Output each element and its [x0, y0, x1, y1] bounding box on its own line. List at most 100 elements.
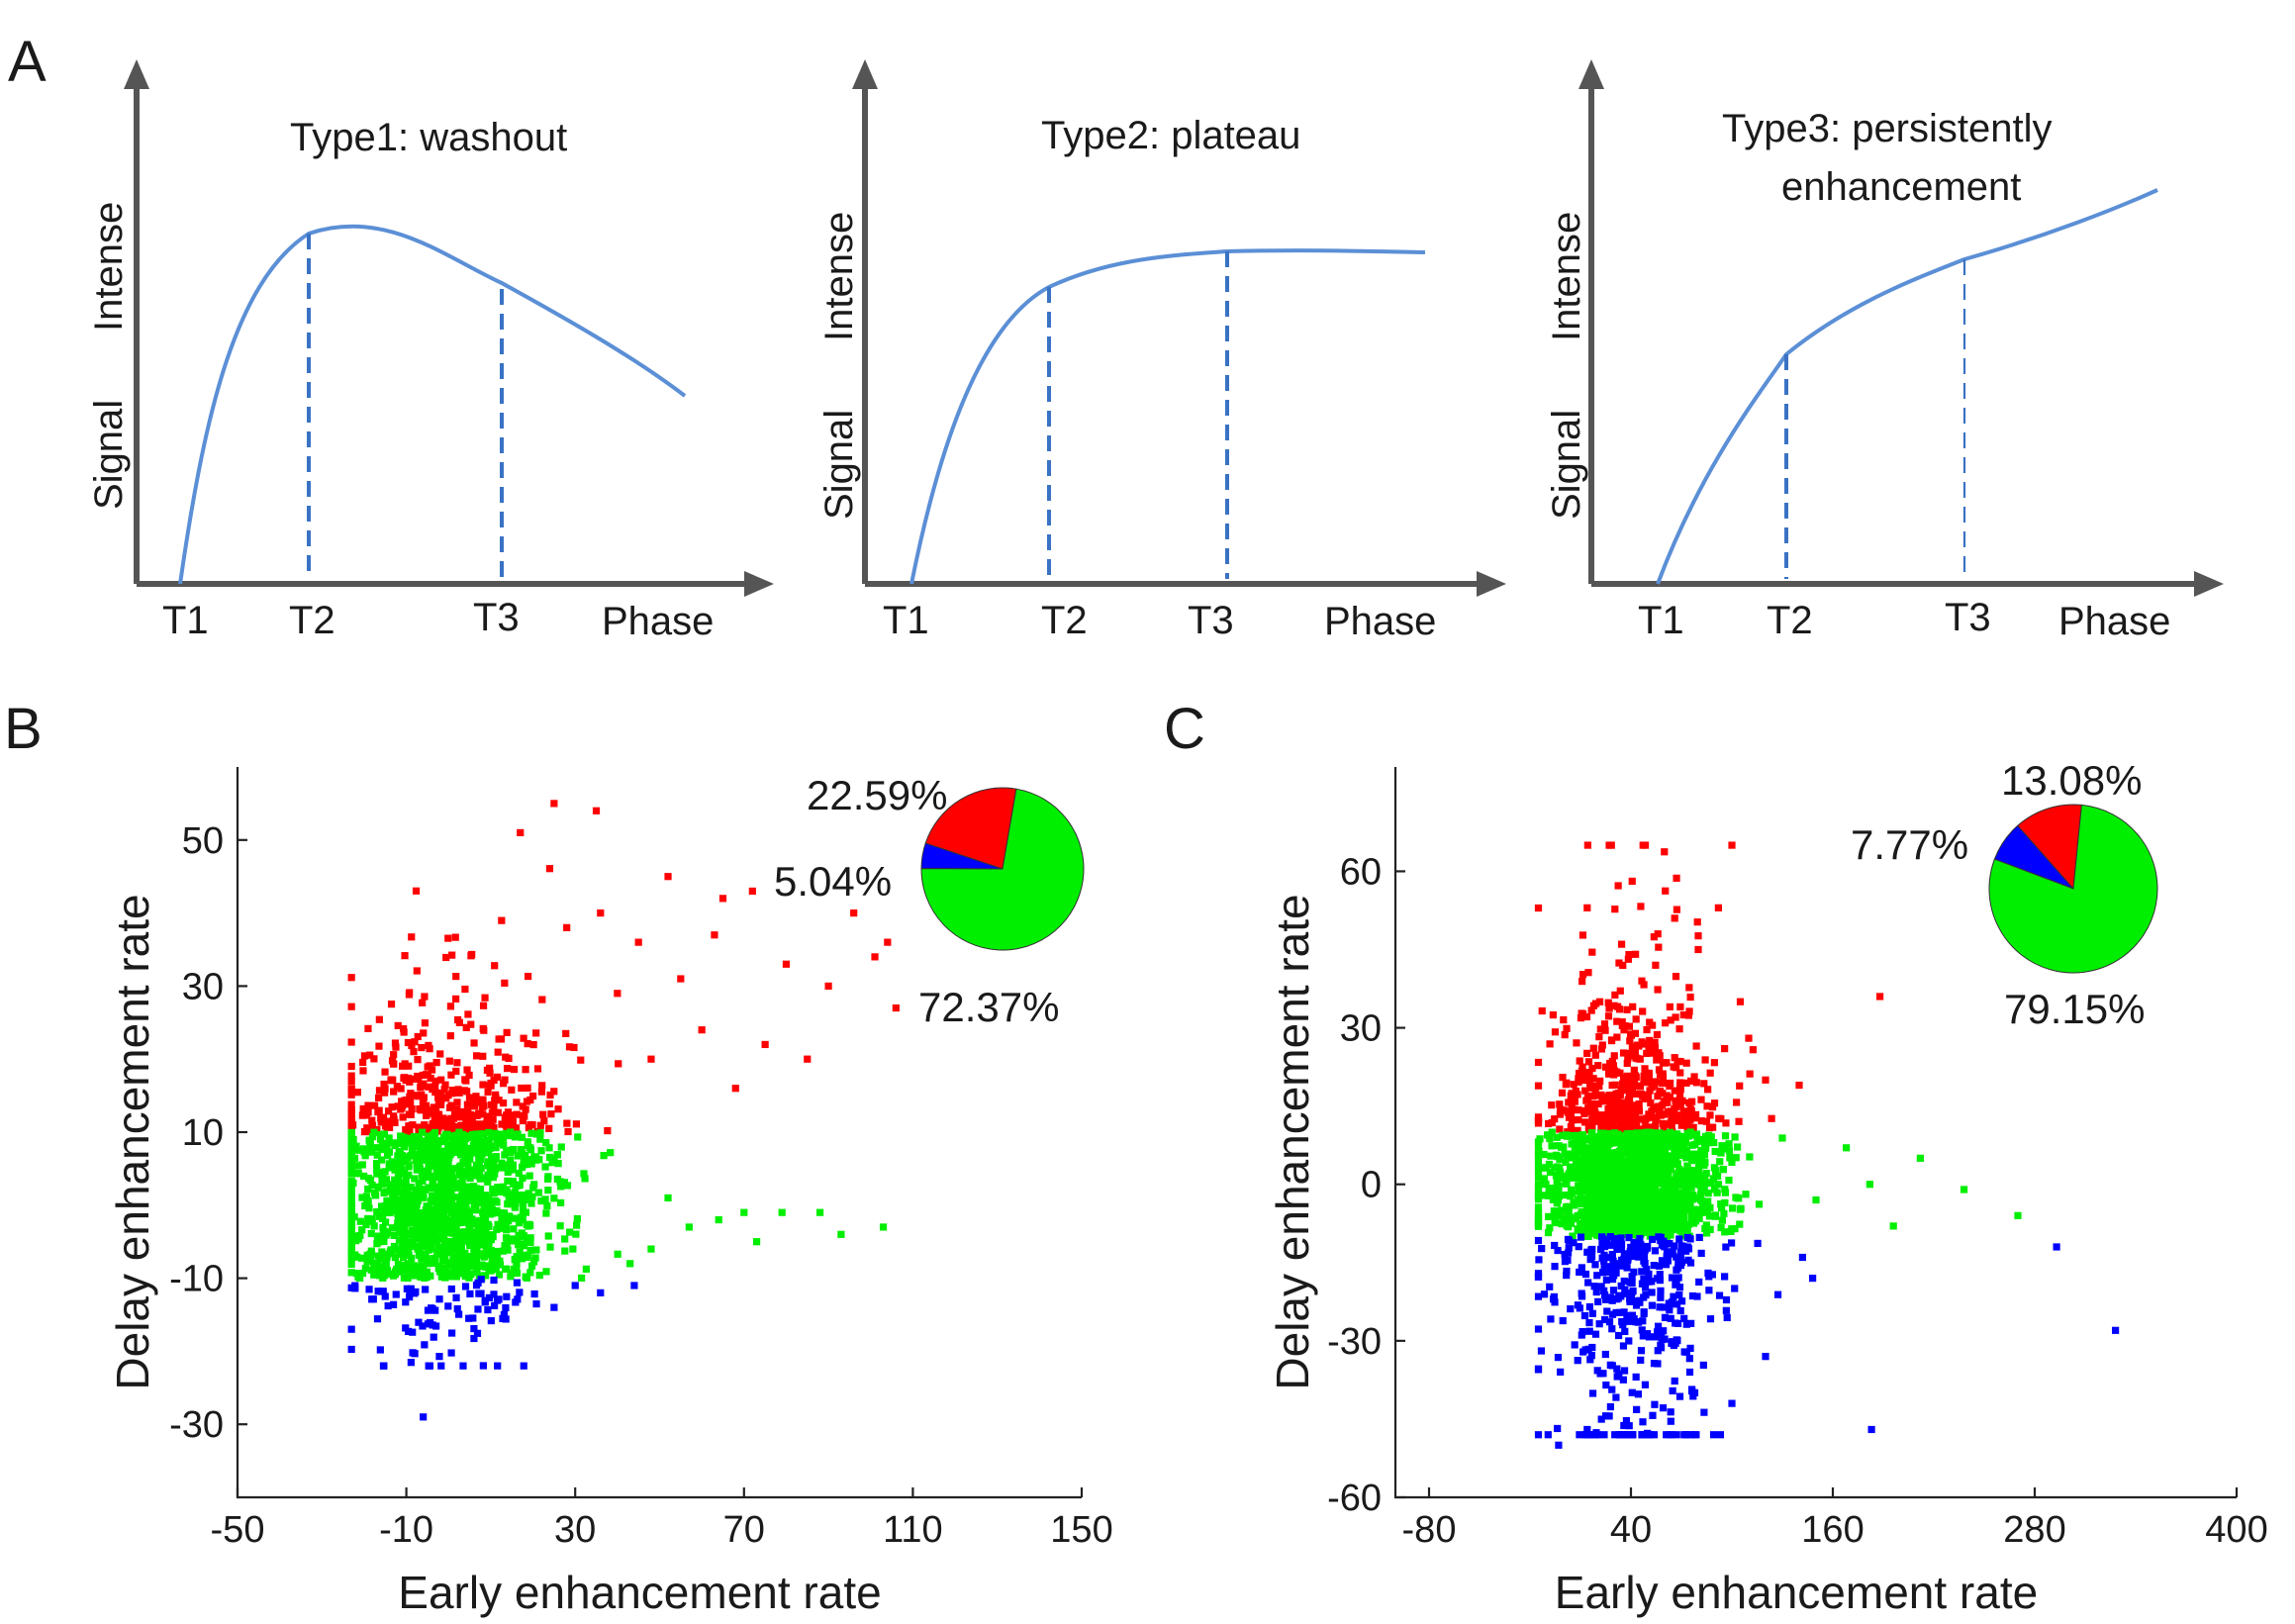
green-point	[373, 1151, 381, 1159]
green-point	[1587, 1130, 1595, 1138]
red-point	[1589, 1099, 1597, 1108]
red-point	[1560, 1015, 1568, 1024]
red-point	[347, 1100, 355, 1108]
x-tick-label: -80	[1402, 1509, 1457, 1551]
blue-point	[1614, 1331, 1623, 1340]
green-point	[485, 1149, 493, 1157]
green-point	[1534, 1140, 1543, 1148]
red-point	[1635, 1042, 1643, 1050]
blue-point	[1625, 1337, 1633, 1345]
green-point	[419, 1137, 427, 1146]
green-point	[485, 1240, 493, 1248]
blue-point	[1675, 1284, 1684, 1291]
red-point	[1876, 993, 1884, 1001]
blue-point	[1564, 1235, 1573, 1244]
red-point	[565, 1043, 574, 1051]
green-point	[509, 1161, 518, 1169]
green-point	[519, 1201, 527, 1209]
y-axis-title: Delay enhancement rate	[1267, 894, 1318, 1389]
red-point	[451, 933, 459, 941]
red-point	[418, 1043, 426, 1052]
red-point	[452, 995, 460, 1003]
tick-t1: T1	[883, 599, 929, 642]
green-point	[515, 1169, 523, 1178]
green-point	[457, 1179, 465, 1188]
red-point	[1613, 1033, 1621, 1041]
green-point	[451, 1257, 459, 1266]
green-point	[489, 1233, 497, 1241]
red-point	[499, 1080, 508, 1088]
blue-point	[1657, 1293, 1665, 1301]
green-point	[1641, 1194, 1649, 1201]
red-point	[1735, 1117, 1743, 1125]
red-point	[1666, 1003, 1673, 1010]
green-point	[430, 1155, 438, 1163]
green-point	[1687, 1157, 1696, 1165]
green-point	[1549, 1195, 1558, 1203]
red-point	[1651, 1122, 1660, 1131]
green-point	[740, 1208, 748, 1216]
blue-point	[1584, 1345, 1592, 1353]
red-point	[1671, 914, 1678, 922]
red-point	[1652, 1078, 1660, 1086]
green-point	[1669, 1141, 1676, 1149]
green-point	[482, 1221, 490, 1229]
green-point	[1732, 1194, 1740, 1201]
red-point	[570, 1043, 578, 1052]
red-point	[1597, 1045, 1606, 1053]
green-point	[1565, 1174, 1574, 1182]
blue-point	[1613, 1365, 1621, 1373]
green-point	[1714, 1181, 1723, 1189]
green-point	[385, 1148, 393, 1156]
red-point	[1588, 1064, 1596, 1073]
green-point	[815, 1208, 824, 1216]
red-point	[1568, 1125, 1576, 1133]
blue-point	[1603, 1237, 1611, 1245]
green-point	[1534, 1162, 1543, 1170]
green-point	[1574, 1131, 1581, 1139]
blue-point	[1626, 1278, 1634, 1287]
green-point	[556, 1222, 564, 1230]
blue-point	[1659, 1336, 1667, 1344]
green-point	[574, 1133, 582, 1141]
red-point	[399, 1113, 407, 1121]
red-point	[1534, 904, 1543, 912]
blue-point	[487, 1316, 495, 1325]
blue-point	[420, 1413, 428, 1421]
green-point	[1717, 1223, 1725, 1232]
green-point	[509, 1166, 517, 1174]
green-point	[380, 1272, 389, 1280]
green-point	[1637, 1142, 1645, 1150]
blue-point	[1575, 1243, 1582, 1251]
blue-point	[1693, 1292, 1701, 1300]
green-point	[408, 1144, 417, 1152]
green-point	[352, 1142, 360, 1150]
green-point	[1678, 1229, 1686, 1237]
blue-point	[1641, 1284, 1650, 1291]
red-point	[539, 1110, 547, 1118]
red-point	[454, 1015, 462, 1024]
x-tick-label: 40	[1610, 1509, 1652, 1551]
y-axis-title: Delay enhancement rate	[107, 894, 158, 1389]
green-point	[515, 1241, 523, 1249]
green-point	[446, 1151, 454, 1159]
blue-point	[1586, 1255, 1594, 1264]
red-point	[421, 1121, 429, 1129]
blue-point	[444, 1302, 452, 1310]
blue-point	[1613, 1245, 1622, 1254]
green-point	[377, 1253, 385, 1261]
green-point	[1623, 1195, 1631, 1203]
green-point	[1678, 1200, 1686, 1209]
green-point	[373, 1166, 381, 1174]
green-point	[489, 1264, 497, 1272]
red-point	[1620, 1074, 1628, 1082]
green-point	[526, 1172, 533, 1180]
green-point	[347, 1164, 355, 1172]
green-point	[347, 1148, 355, 1156]
y-tick-label: 30	[182, 966, 224, 1007]
green-point	[580, 1170, 588, 1178]
blue-point	[1605, 1412, 1613, 1420]
red-point	[1604, 1012, 1613, 1020]
green-point	[1616, 1210, 1625, 1218]
blue-point	[1669, 1386, 1676, 1395]
